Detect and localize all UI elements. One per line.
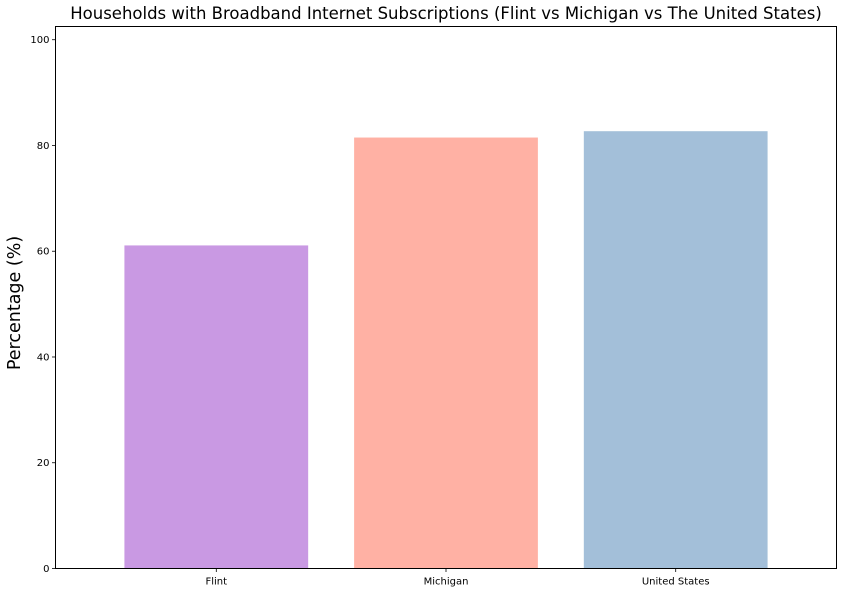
bar-flint xyxy=(124,245,309,569)
x-tick-label: Flint xyxy=(206,577,228,588)
y-tick-label: 20 xyxy=(37,458,50,469)
x-tick-label: Michigan xyxy=(424,577,469,588)
bar-united-states xyxy=(583,131,768,569)
y-tick-label: 100 xyxy=(30,35,49,46)
y-tick-label: 40 xyxy=(37,352,50,363)
x-tick-label: United States xyxy=(642,577,710,588)
y-axis-label: Percentage (%) xyxy=(5,236,25,370)
plot-area-frame xyxy=(55,26,837,569)
bar-michigan xyxy=(354,137,538,569)
chart-title: Households with Broadband Internet Subsc… xyxy=(70,4,822,23)
y-tick-label: 80 xyxy=(37,141,50,152)
bars-layer xyxy=(124,131,768,569)
y-tick-label: 0 xyxy=(43,564,49,575)
x-ticks: Flint Michigan United States xyxy=(206,568,710,588)
y-tick-label: 60 xyxy=(37,247,50,258)
y-ticks: 0 20 40 60 80 100 xyxy=(30,35,56,575)
